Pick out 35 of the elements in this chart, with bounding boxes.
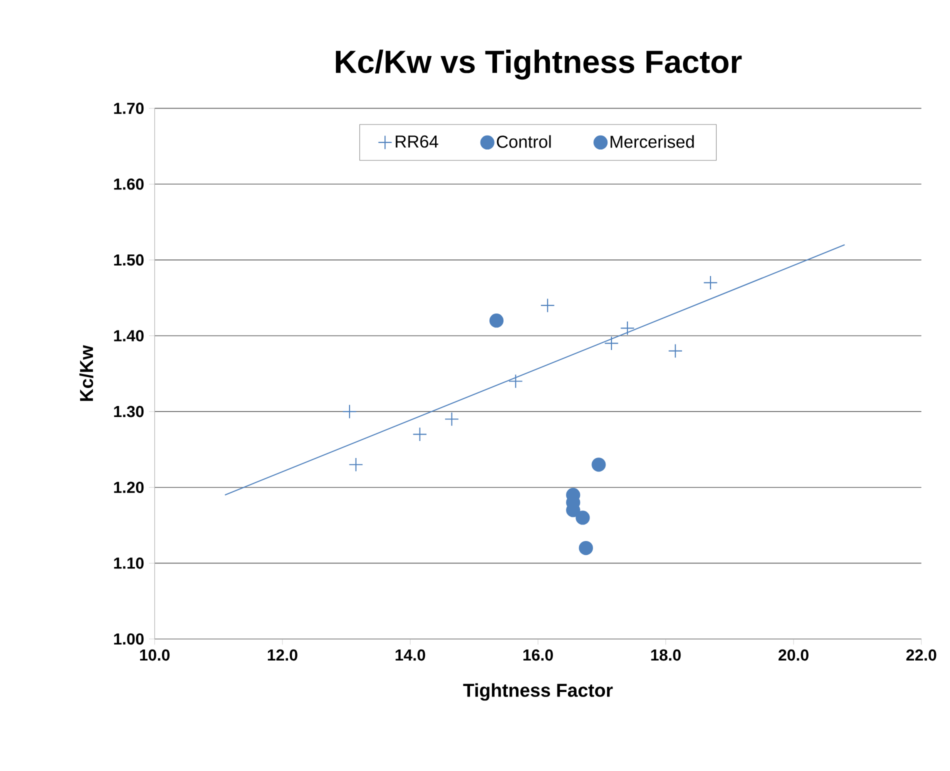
point	[348, 457, 364, 472]
y-tick-label: 1.50	[114, 254, 144, 266]
y-tick-label: 1.00	[114, 633, 144, 645]
x-tick-label: 20.0	[778, 649, 808, 661]
x-tick-label: 14.0	[396, 649, 426, 661]
x-tick-label: 18.0	[651, 649, 681, 661]
legend-label: Mercerised	[610, 135, 694, 148]
point	[489, 314, 504, 328]
y-tick-label: 1.70	[114, 102, 144, 114]
point	[592, 458, 606, 472]
point	[444, 412, 459, 426]
point	[342, 404, 357, 419]
point	[604, 336, 619, 351]
y-tick-label: 1.10	[114, 558, 144, 569]
point	[668, 344, 683, 358]
x-axis-title: Tightness Factor	[463, 683, 613, 701]
x-tick-label: 12.0	[268, 649, 298, 661]
y-tick-label: 1.20	[114, 482, 144, 494]
point	[508, 374, 523, 388]
y-tick-label: 1.40	[114, 330, 144, 342]
y-axis-title: Kc/Kw	[79, 345, 94, 401]
y-tick-label: 1.60	[114, 178, 144, 190]
legend-label: RR64	[396, 135, 438, 148]
chart-title: Kc/Kw vs Tightness Factor	[336, 50, 742, 80]
x-tick-label: 22.0	[906, 649, 936, 661]
point	[412, 427, 428, 442]
x-tick-label: 16.0	[523, 649, 553, 661]
point	[576, 510, 590, 525]
x-tick-label: 10.0	[140, 649, 170, 661]
point	[578, 540, 593, 556]
legend-label: Control	[496, 135, 551, 148]
point	[620, 320, 635, 336]
point	[540, 298, 555, 313]
point	[703, 275, 718, 290]
y-tick-label: 1.30	[114, 406, 144, 418]
